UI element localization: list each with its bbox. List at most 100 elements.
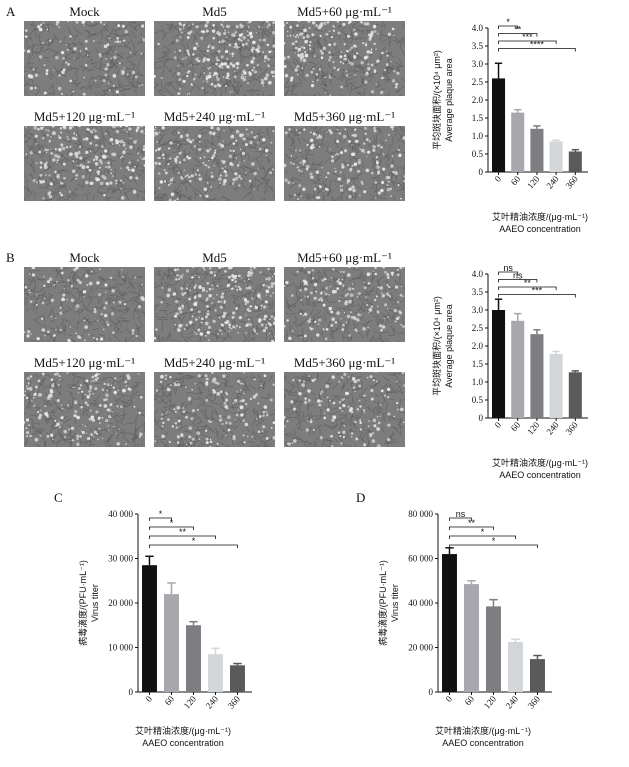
rounded-cell [188, 435, 191, 438]
rounded-cell [50, 153, 51, 154]
rounded-cell [301, 32, 304, 35]
rounded-cell [312, 21, 315, 24]
rounded-cell [141, 284, 143, 286]
rounded-cell [57, 399, 60, 402]
rounded-cell [263, 318, 265, 320]
rounded-cell [187, 94, 188, 95]
rounded-cell [121, 269, 123, 271]
rounded-cell [36, 294, 38, 296]
rounded-cell [296, 129, 298, 131]
rounded-cell [48, 140, 51, 143]
rounded-cell [53, 69, 54, 70]
rounded-cell [94, 387, 97, 390]
rounded-cell [92, 380, 94, 382]
rounded-cell [235, 285, 237, 287]
rounded-cell [75, 174, 78, 177]
rounded-cell [245, 423, 249, 427]
rounded-cell [244, 280, 245, 281]
rounded-cell [180, 434, 183, 437]
rounded-cell [143, 133, 145, 135]
rounded-cell [176, 274, 179, 277]
rounded-cell [67, 63, 70, 66]
rounded-cell [120, 167, 122, 169]
rounded-cell [63, 68, 66, 71]
rounded-cell [323, 190, 324, 191]
rounded-cell [381, 292, 383, 294]
rounded-cell [328, 59, 331, 62]
rounded-cell [158, 187, 160, 189]
rounded-cell [59, 379, 60, 380]
rounded-cell [333, 61, 335, 63]
rounded-cell [222, 160, 226, 164]
rounded-cell [376, 60, 379, 63]
rounded-cell [203, 58, 205, 60]
cell-fiber [267, 186, 268, 193]
rounded-cell [371, 305, 374, 308]
rounded-cell [178, 278, 180, 280]
rounded-cell [340, 171, 342, 173]
rounded-cell [111, 58, 112, 59]
rounded-cell [306, 34, 310, 38]
rounded-cell [337, 32, 340, 35]
rounded-cell [356, 52, 358, 54]
rounded-cell [346, 321, 348, 323]
rounded-cell [104, 162, 105, 163]
rounded-cell [56, 281, 58, 283]
rounded-cell [300, 337, 301, 338]
rounded-cell [316, 73, 319, 76]
rounded-cell [397, 274, 400, 277]
rounded-cell [391, 274, 393, 276]
rounded-cell [344, 43, 346, 45]
rounded-cell [59, 312, 62, 315]
rounded-cell [75, 137, 78, 140]
rounded-cell [295, 36, 297, 38]
rounded-cell [195, 318, 198, 321]
rounded-cell [185, 58, 186, 59]
rounded-cell [128, 169, 130, 171]
rounded-cell [313, 146, 315, 148]
cell-fiber [173, 441, 177, 442]
rounded-cell [182, 274, 183, 275]
rounded-cell [27, 377, 31, 381]
rounded-cell [226, 393, 228, 395]
rounded-cell [181, 32, 183, 34]
rounded-cell [74, 410, 77, 413]
rounded-cell [306, 144, 308, 146]
rounded-cell [103, 24, 105, 26]
rounded-cell [116, 405, 118, 407]
y-tick-label: 3.5 [472, 41, 484, 51]
rounded-cell [73, 133, 75, 135]
rounded-cell [385, 176, 389, 180]
rounded-cell [310, 172, 313, 175]
rounded-cell [199, 177, 202, 180]
rounded-cell [124, 381, 127, 384]
rounded-cell [270, 142, 272, 144]
rounded-cell [68, 428, 70, 430]
rounded-cell [298, 169, 300, 171]
rounded-cell [314, 55, 316, 57]
rounded-cell [56, 174, 59, 177]
rounded-cell [189, 93, 190, 94]
rounded-cell [231, 287, 233, 289]
rounded-cell [261, 82, 263, 84]
rounded-cell [171, 183, 172, 184]
rounded-cell [26, 435, 28, 437]
rounded-cell [42, 319, 44, 321]
rounded-cell [377, 172, 380, 175]
rounded-cell [235, 275, 238, 278]
rounded-cell [219, 41, 221, 43]
rounded-cell [85, 64, 88, 67]
rounded-cell [188, 176, 190, 178]
rounded-cell [241, 138, 242, 139]
rounded-cell [69, 146, 71, 148]
rounded-cell [304, 295, 306, 297]
micrograph-grid-a: Mock Md5 Md5+60 μg·mL⁻¹ Md5+120 μg·mL⁻¹ … [24, 4, 414, 214]
rounded-cell [302, 36, 305, 39]
rounded-cell [203, 80, 204, 81]
rounded-cell [395, 86, 398, 89]
rounded-cell [360, 314, 361, 315]
rounded-cell [331, 159, 334, 162]
rounded-cell [85, 137, 88, 140]
rounded-cell [287, 35, 289, 37]
rounded-cell [314, 297, 317, 300]
